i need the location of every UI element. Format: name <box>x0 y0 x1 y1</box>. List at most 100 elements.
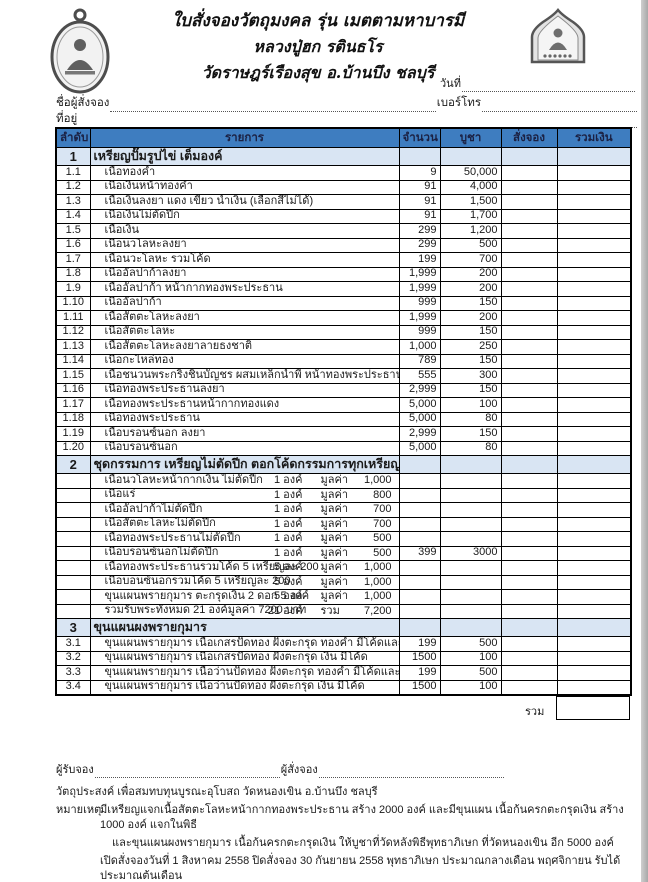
address-label: ที่อยู่ <box>56 113 78 125</box>
cell-no: 1.4 <box>55 208 91 224</box>
signature-line: ผู้รับจอง ผู้สั่งจอง <box>56 762 526 778</box>
col-header-order: สั่งจอง <box>500 127 558 148</box>
cell-price: 500 <box>439 237 502 253</box>
table-row: 3.4 ขุนแผนพรายกุมาร เนื้อว่านปัดทอง ฝังต… <box>55 679 632 695</box>
table-row: 1.7 เนื้อนวะโลหะ รวมโค้ด 199 700 <box>55 252 632 268</box>
cell-qty: 5,000 <box>398 397 441 413</box>
grand-total-box <box>556 695 630 720</box>
cell-qty: 5,000 <box>398 411 441 427</box>
cell-item: เนื้อบรอนซ์นอก ลงยา <box>89 426 400 442</box>
item-label: เนื้อบรอนซ์นอก <box>104 441 178 454</box>
item-label: เนื้อทองพระประธานรวมโค้ด 5 เหรียญละ 200 <box>104 560 319 573</box>
cell-qty: 1,000 <box>398 339 441 355</box>
cell-qty: 1500 <box>398 650 441 666</box>
cell-item: เนื้อทองคำ <box>89 165 400 181</box>
table-row: เนื้อบอนซ์นอกรวมโค้ด 5 เหรียญละ 200 5 องค… <box>55 574 632 590</box>
cell-total <box>556 208 632 224</box>
cell-qty: 789 <box>398 353 441 369</box>
cell-total <box>556 502 632 518</box>
date-label: วันที่ <box>440 78 461 90</box>
table-row: เนื้อทองพระประธานรวมโค้ด 5 เหรียญละ 200 5… <box>55 560 632 576</box>
cell-no: 3.3 <box>55 665 91 681</box>
cell-order <box>500 650 558 666</box>
table-row: 1.8 เนื้ออัลปาก้าลงยา 1,999 200 <box>55 266 632 282</box>
cell-total <box>556 603 632 619</box>
cell-item: รวมรับพระทั้งหมด 21 องค์มูลค่า 7200 บาท 2… <box>89 603 400 619</box>
cell-no: 1.9 <box>55 281 91 297</box>
cell-order <box>500 324 558 340</box>
cell-total <box>556 165 632 181</box>
cell-item: เนื้อสัตตะโลหะลงยา <box>89 310 400 326</box>
item-label: ขุนแผนพรายกุมาร เนื้อว่านปัดทอง ฝังตะกรุ… <box>104 680 365 693</box>
item-label: เนื้อสัตตะโลหะไม่ตัดปีก <box>104 517 216 530</box>
cell-total <box>556 147 632 166</box>
cell-total <box>556 560 632 576</box>
cell-order <box>500 636 558 652</box>
table-row: เนื้อนวโลหะหน้ากากเงิน ไม่ตัดปีก 1 องค์ มู… <box>55 473 632 489</box>
cell-item: ชุดกรรมการ เหรียญไม่ตัดปีก ตอกโค้ดกรรมกา… <box>89 455 400 474</box>
cell-item: เนื้อชนวนพระกริ่งชินบัญชร ผสมเหล็กน้ำพี้… <box>89 368 400 384</box>
cell-item: เนื้อบรอนซ์นอก <box>89 440 400 456</box>
cell-no <box>55 487 91 503</box>
cell-order <box>500 560 558 576</box>
cell-order <box>500 353 558 369</box>
orderer-line: ชื่อผู้สั่งจอง เบอร์โทร <box>56 94 638 112</box>
item-unit-count: 1 องค์ <box>273 488 303 501</box>
cell-qty <box>398 473 441 489</box>
cell-qty <box>398 147 441 166</box>
item-label: เนื้อเงินหน้าทองคำ <box>104 180 193 193</box>
item-label: เนื้อชนวนพระกริ่งชินบัญชร ผสมเหล็กน้ำพี้… <box>104 368 399 381</box>
note-line-2: และขุนแผนผงพรายกุมาร เนื้อก้นครกตะกรุดเง… <box>112 837 614 849</box>
cell-price: 1,500 <box>439 194 502 210</box>
cell-price: 3000 <box>439 545 502 561</box>
cell-price: 300 <box>439 368 502 384</box>
cell-order <box>500 665 558 681</box>
cell-price: 100 <box>439 679 502 695</box>
cell-item: เนื้อนวโลหะหน้ากากเงิน ไม่ตัดปีก 1 องค์ มู… <box>89 473 400 489</box>
cell-no: 1.8 <box>55 266 91 282</box>
cell-qty <box>398 574 441 590</box>
item-unit-count: 1 องค์ <box>273 532 303 544</box>
item-value-label: มูลค่า <box>320 561 349 573</box>
cell-qty: 5,000 <box>398 440 441 456</box>
cell-qty: 2,999 <box>398 382 441 398</box>
table-row: 1.18 เนื้อทองพระประธาน 5,000 80 <box>55 411 632 427</box>
cell-no <box>55 502 91 518</box>
item-value: 500 <box>373 532 392 544</box>
cell-qty <box>398 589 441 605</box>
item-label: ขุนแผนพรายกุมาร เนื้อว่านปัดทอง ฝังตะกรุ… <box>104 665 399 678</box>
table-row: 3.2 ขุนแผนพรายกุมาร เนื้อเกสรปัดทอง ฝังต… <box>55 650 632 666</box>
cell-qty <box>398 487 441 503</box>
cell-no: 1.19 <box>55 426 91 442</box>
cell-total <box>556 455 632 474</box>
cell-total <box>556 440 632 456</box>
cell-order <box>500 411 558 427</box>
cell-order <box>500 223 558 239</box>
cell-price: 100 <box>439 650 502 666</box>
item-label: เนื้ออัลปาก้า หน้ากากทองพระประธาน <box>104 281 283 294</box>
cell-order <box>500 574 558 590</box>
table-row: 1.13 เนื้อสัตตะโลหะลงยาลายธงชาติ 1,000 2… <box>55 339 632 355</box>
cell-total <box>556 397 632 413</box>
cell-price <box>439 618 502 637</box>
cell-price <box>439 147 502 166</box>
item-label: เนื้อบรอนซ์นอกไม่ตัดปีก <box>104 546 219 559</box>
cell-item: เหรียญปั๊มรูปไข่ เต็มองค์ <box>89 147 400 166</box>
cell-no: 1.13 <box>55 339 91 355</box>
cell-total <box>556 487 632 503</box>
col-header-item: รายการ <box>89 127 400 148</box>
cell-qty: 999 <box>398 295 441 311</box>
orderer-name-label: ชื่อผู้สั่งจอง <box>56 97 110 109</box>
cell-qty <box>398 603 441 619</box>
cell-no: 1.11 <box>55 310 91 326</box>
cell-order <box>500 589 558 605</box>
phone-label: เบอร์โทร <box>436 97 482 109</box>
item-value-label: มูลค่า <box>320 474 349 486</box>
item-label: เนื้อทองพระประธานลงยา <box>104 383 225 396</box>
item-value: 800 <box>373 488 392 501</box>
table-row: 3.3 ขุนแผนพรายกุมาร เนื้อว่านปัดทอง ฝังต… <box>55 665 632 681</box>
item-label: เนื้อนวะโลหะ รวมโค้ด <box>104 252 211 265</box>
table-row: 1.17 เนื้อทองพระประธานหน้ากากทองแดง 5,00… <box>55 397 632 413</box>
cell-total <box>556 368 632 384</box>
item-value-label: มูลค่า <box>320 503 349 515</box>
